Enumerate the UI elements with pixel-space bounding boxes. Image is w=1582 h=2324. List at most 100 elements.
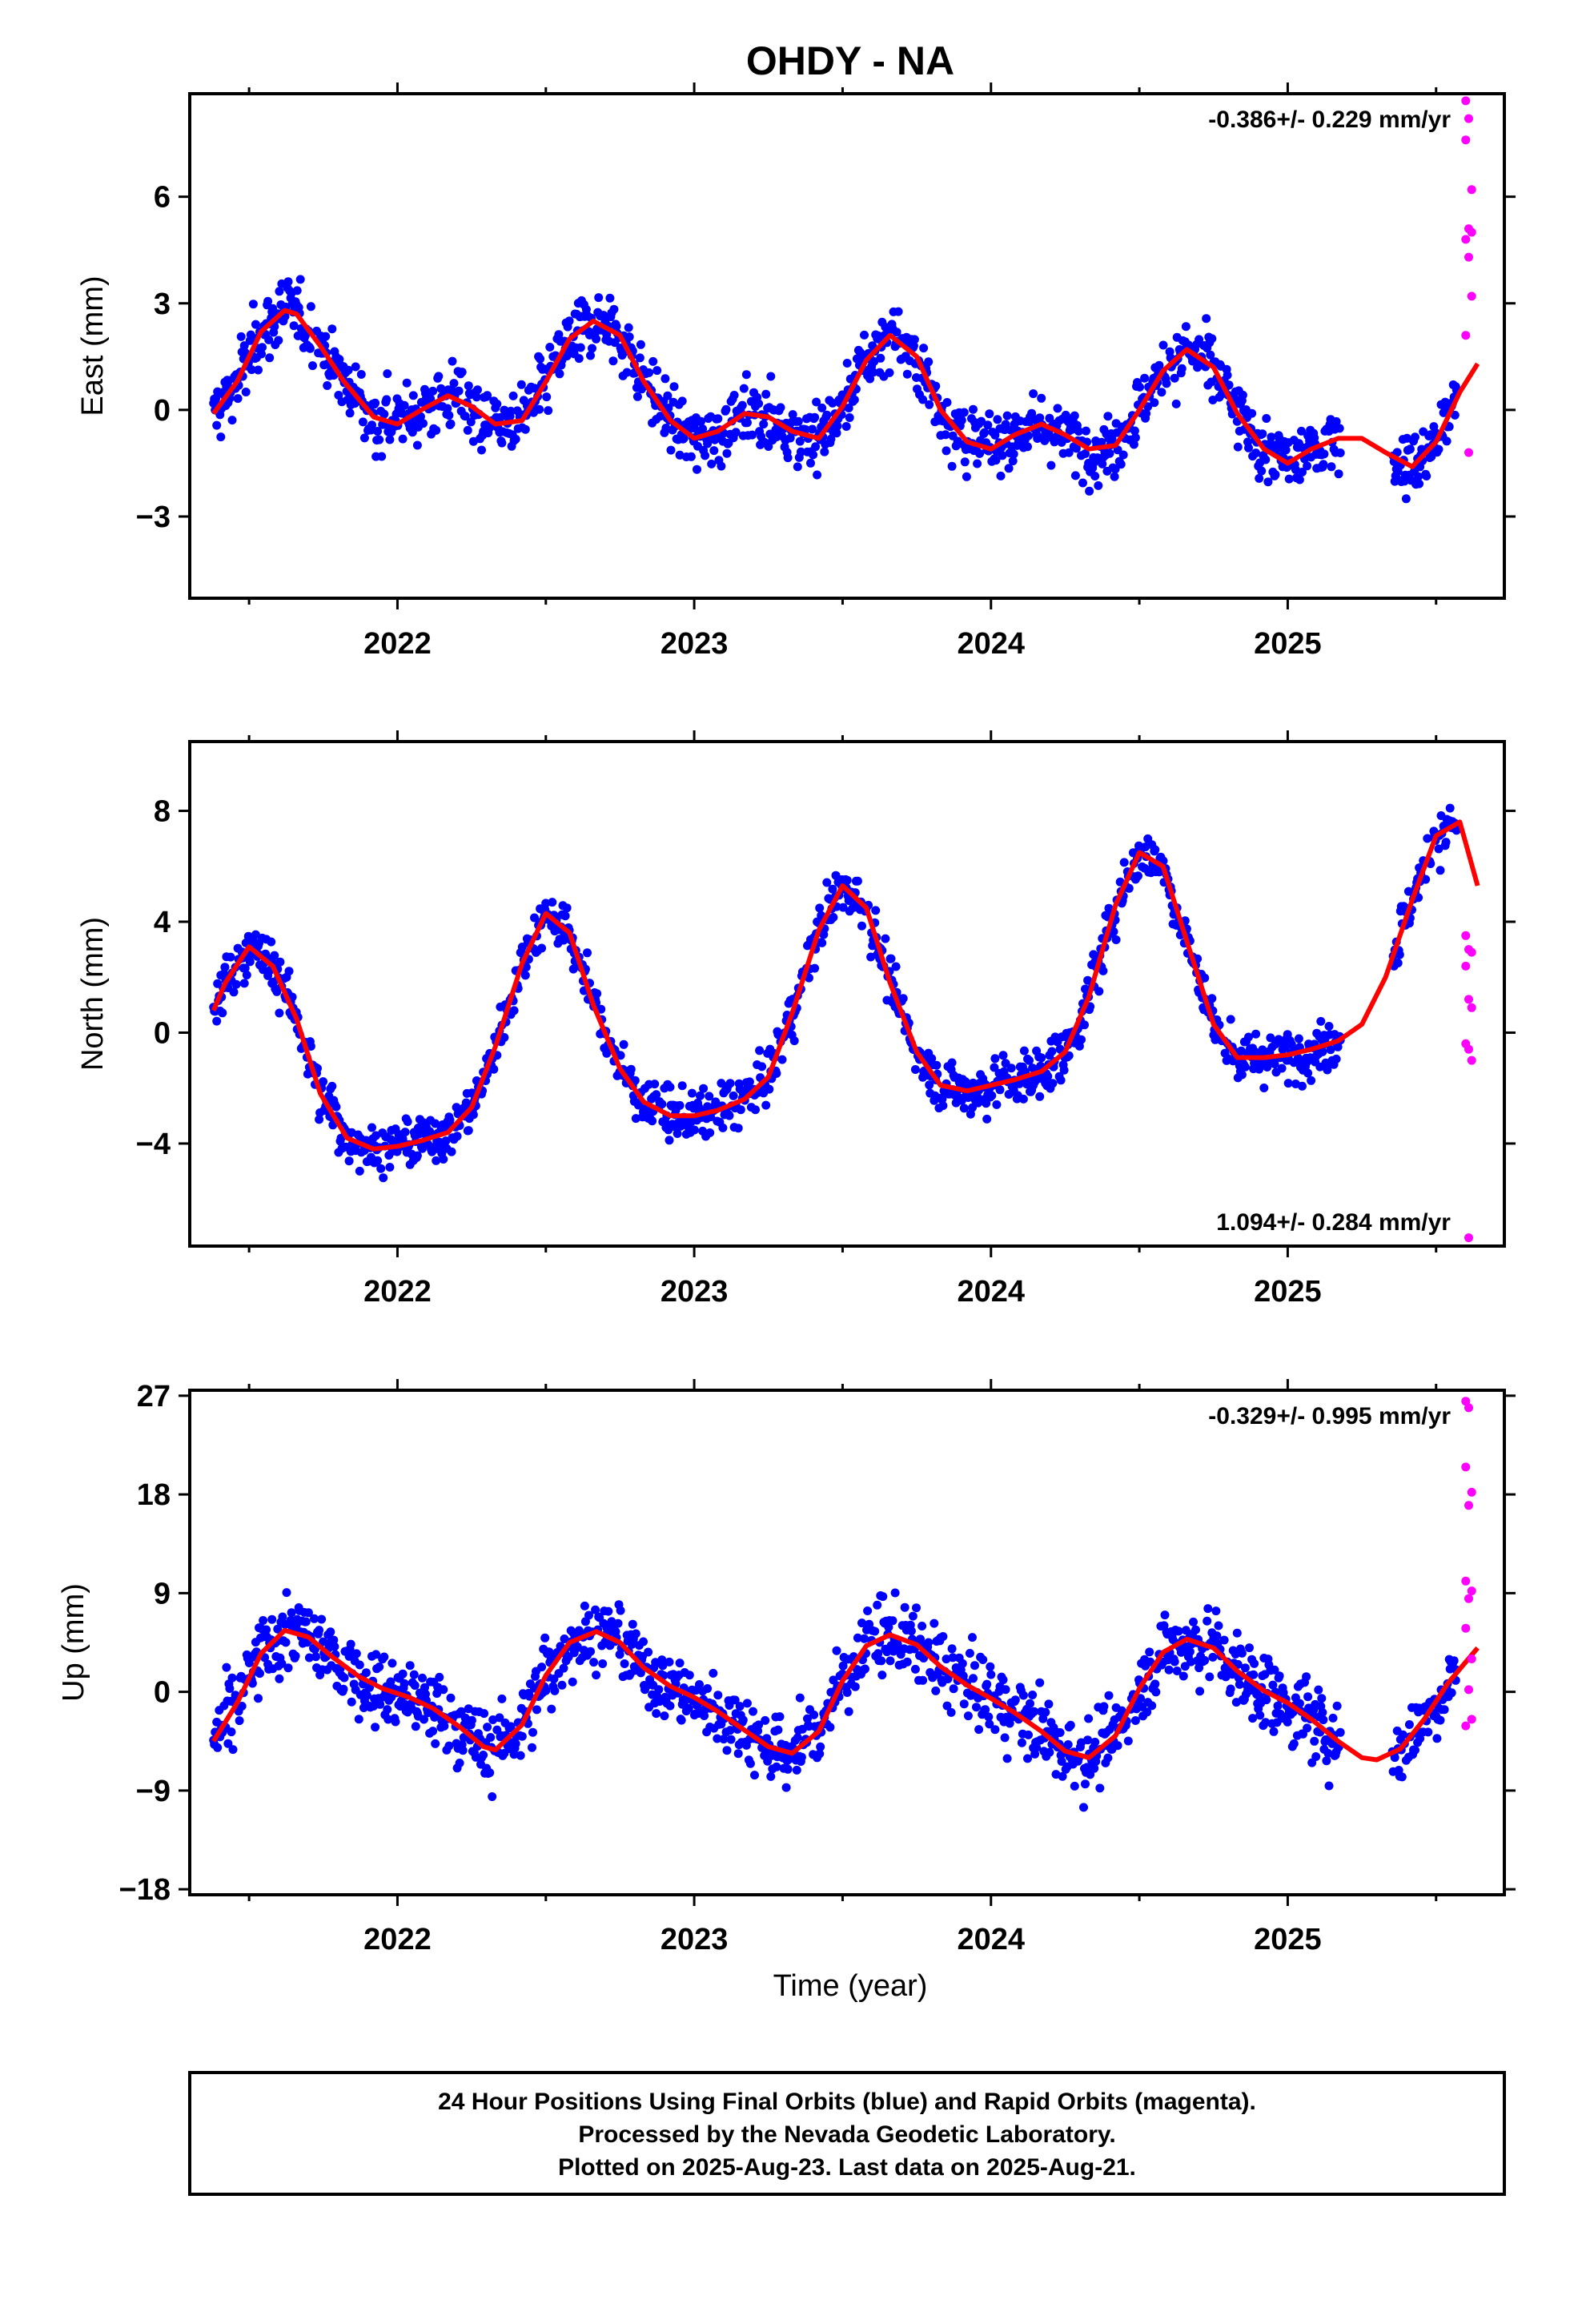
x-tick-label: 2022	[363, 1923, 432, 1956]
final-point	[1405, 444, 1415, 454]
final-point	[776, 403, 785, 412]
final-point	[1432, 1734, 1442, 1743]
final-point	[697, 416, 705, 426]
final-point	[311, 1652, 320, 1662]
final-point	[620, 1659, 629, 1668]
final-point	[1335, 1727, 1345, 1737]
final-point	[942, 446, 951, 456]
final-point	[554, 330, 564, 340]
final-point	[635, 353, 644, 363]
up-panel: 2022 2023 2024 2025 −18 −9 0 9 18 27 Up (mm) -0.329…	[57, 1379, 1516, 1956]
final-point	[1316, 1016, 1326, 1026]
final-point	[489, 1064, 499, 1074]
final-point	[327, 324, 337, 334]
rapid-point	[1464, 995, 1473, 1004]
final-point	[1333, 1042, 1343, 1051]
final-point	[432, 1156, 441, 1165]
final-point	[661, 374, 670, 384]
final-point	[1235, 1679, 1244, 1689]
north-final-points	[209, 803, 1461, 1183]
final-point	[679, 433, 689, 443]
final-point	[1303, 1723, 1312, 1733]
final-point	[1203, 1604, 1213, 1614]
final-point	[331, 1102, 341, 1112]
final-point	[292, 286, 302, 296]
final-point	[838, 1661, 848, 1671]
final-point	[233, 394, 243, 404]
final-point	[985, 1719, 994, 1729]
final-point	[528, 1743, 536, 1752]
final-point	[982, 1114, 992, 1124]
final-point	[248, 300, 258, 309]
final-point	[259, 1616, 268, 1625]
final-point	[892, 328, 901, 337]
final-point	[1142, 1707, 1152, 1717]
final-point	[588, 344, 596, 353]
final-point	[968, 1633, 977, 1642]
final-point	[948, 1653, 958, 1663]
final-point	[1081, 984, 1090, 994]
final-point	[731, 428, 741, 437]
final-point	[1207, 334, 1217, 344]
rapid-point	[1464, 114, 1473, 123]
final-point	[754, 1720, 764, 1730]
y-tick-label: 6	[154, 181, 171, 215]
final-point	[1160, 1610, 1170, 1620]
final-point	[488, 1792, 497, 1801]
east-rate-annotation: -0.386+/- 0.229 mm/yr	[1208, 107, 1451, 133]
final-point	[817, 938, 827, 947]
final-point	[759, 420, 769, 429]
final-point	[278, 1612, 287, 1622]
final-point	[511, 1739, 520, 1748]
final-point	[1219, 1635, 1229, 1645]
y-tick-label: −4	[136, 1128, 171, 1161]
final-point	[329, 1635, 339, 1645]
final-point	[1442, 436, 1452, 446]
final-point	[713, 414, 723, 424]
rapid-point	[1461, 961, 1471, 971]
final-point	[377, 452, 387, 461]
final-point	[277, 1659, 287, 1668]
final-point	[1048, 1079, 1058, 1088]
rapid-point	[1467, 292, 1476, 301]
up-y-axis-label: Up (mm)	[57, 1583, 90, 1702]
final-point	[745, 1077, 754, 1087]
rapid-point	[1461, 1623, 1471, 1633]
final-point	[497, 1694, 507, 1703]
final-point	[1393, 959, 1403, 967]
final-point	[258, 343, 267, 352]
final-point	[1411, 1745, 1419, 1755]
x-tick-label: 2023	[661, 1923, 729, 1956]
final-point	[1097, 437, 1106, 447]
final-point	[432, 425, 441, 435]
final-point	[1017, 1738, 1026, 1747]
final-point	[613, 1618, 623, 1628]
final-point	[918, 395, 928, 404]
y-tick-label: 9	[154, 1577, 171, 1610]
final-point	[1104, 1691, 1114, 1700]
final-point	[1064, 448, 1074, 457]
final-point	[930, 1618, 939, 1628]
final-point	[1090, 1737, 1100, 1747]
final-point	[373, 427, 383, 436]
final-point	[1025, 1055, 1034, 1065]
final-point	[477, 445, 486, 455]
final-point	[1255, 473, 1264, 483]
final-point	[908, 1611, 917, 1621]
final-point	[751, 1105, 760, 1115]
final-point	[750, 1771, 759, 1780]
final-point	[739, 384, 749, 393]
final-point	[870, 1626, 880, 1636]
final-point	[1178, 1671, 1188, 1681]
final-point	[212, 1016, 222, 1026]
final-point	[282, 1588, 291, 1598]
final-point	[1074, 427, 1083, 436]
final-point	[1094, 480, 1103, 490]
final-point	[402, 378, 412, 388]
y-tick-label: 3	[154, 287, 171, 321]
final-point	[722, 1746, 732, 1755]
final-point	[658, 1661, 668, 1671]
final-point	[1444, 422, 1454, 432]
final-point	[1249, 1670, 1259, 1679]
final-point	[339, 1673, 349, 1683]
